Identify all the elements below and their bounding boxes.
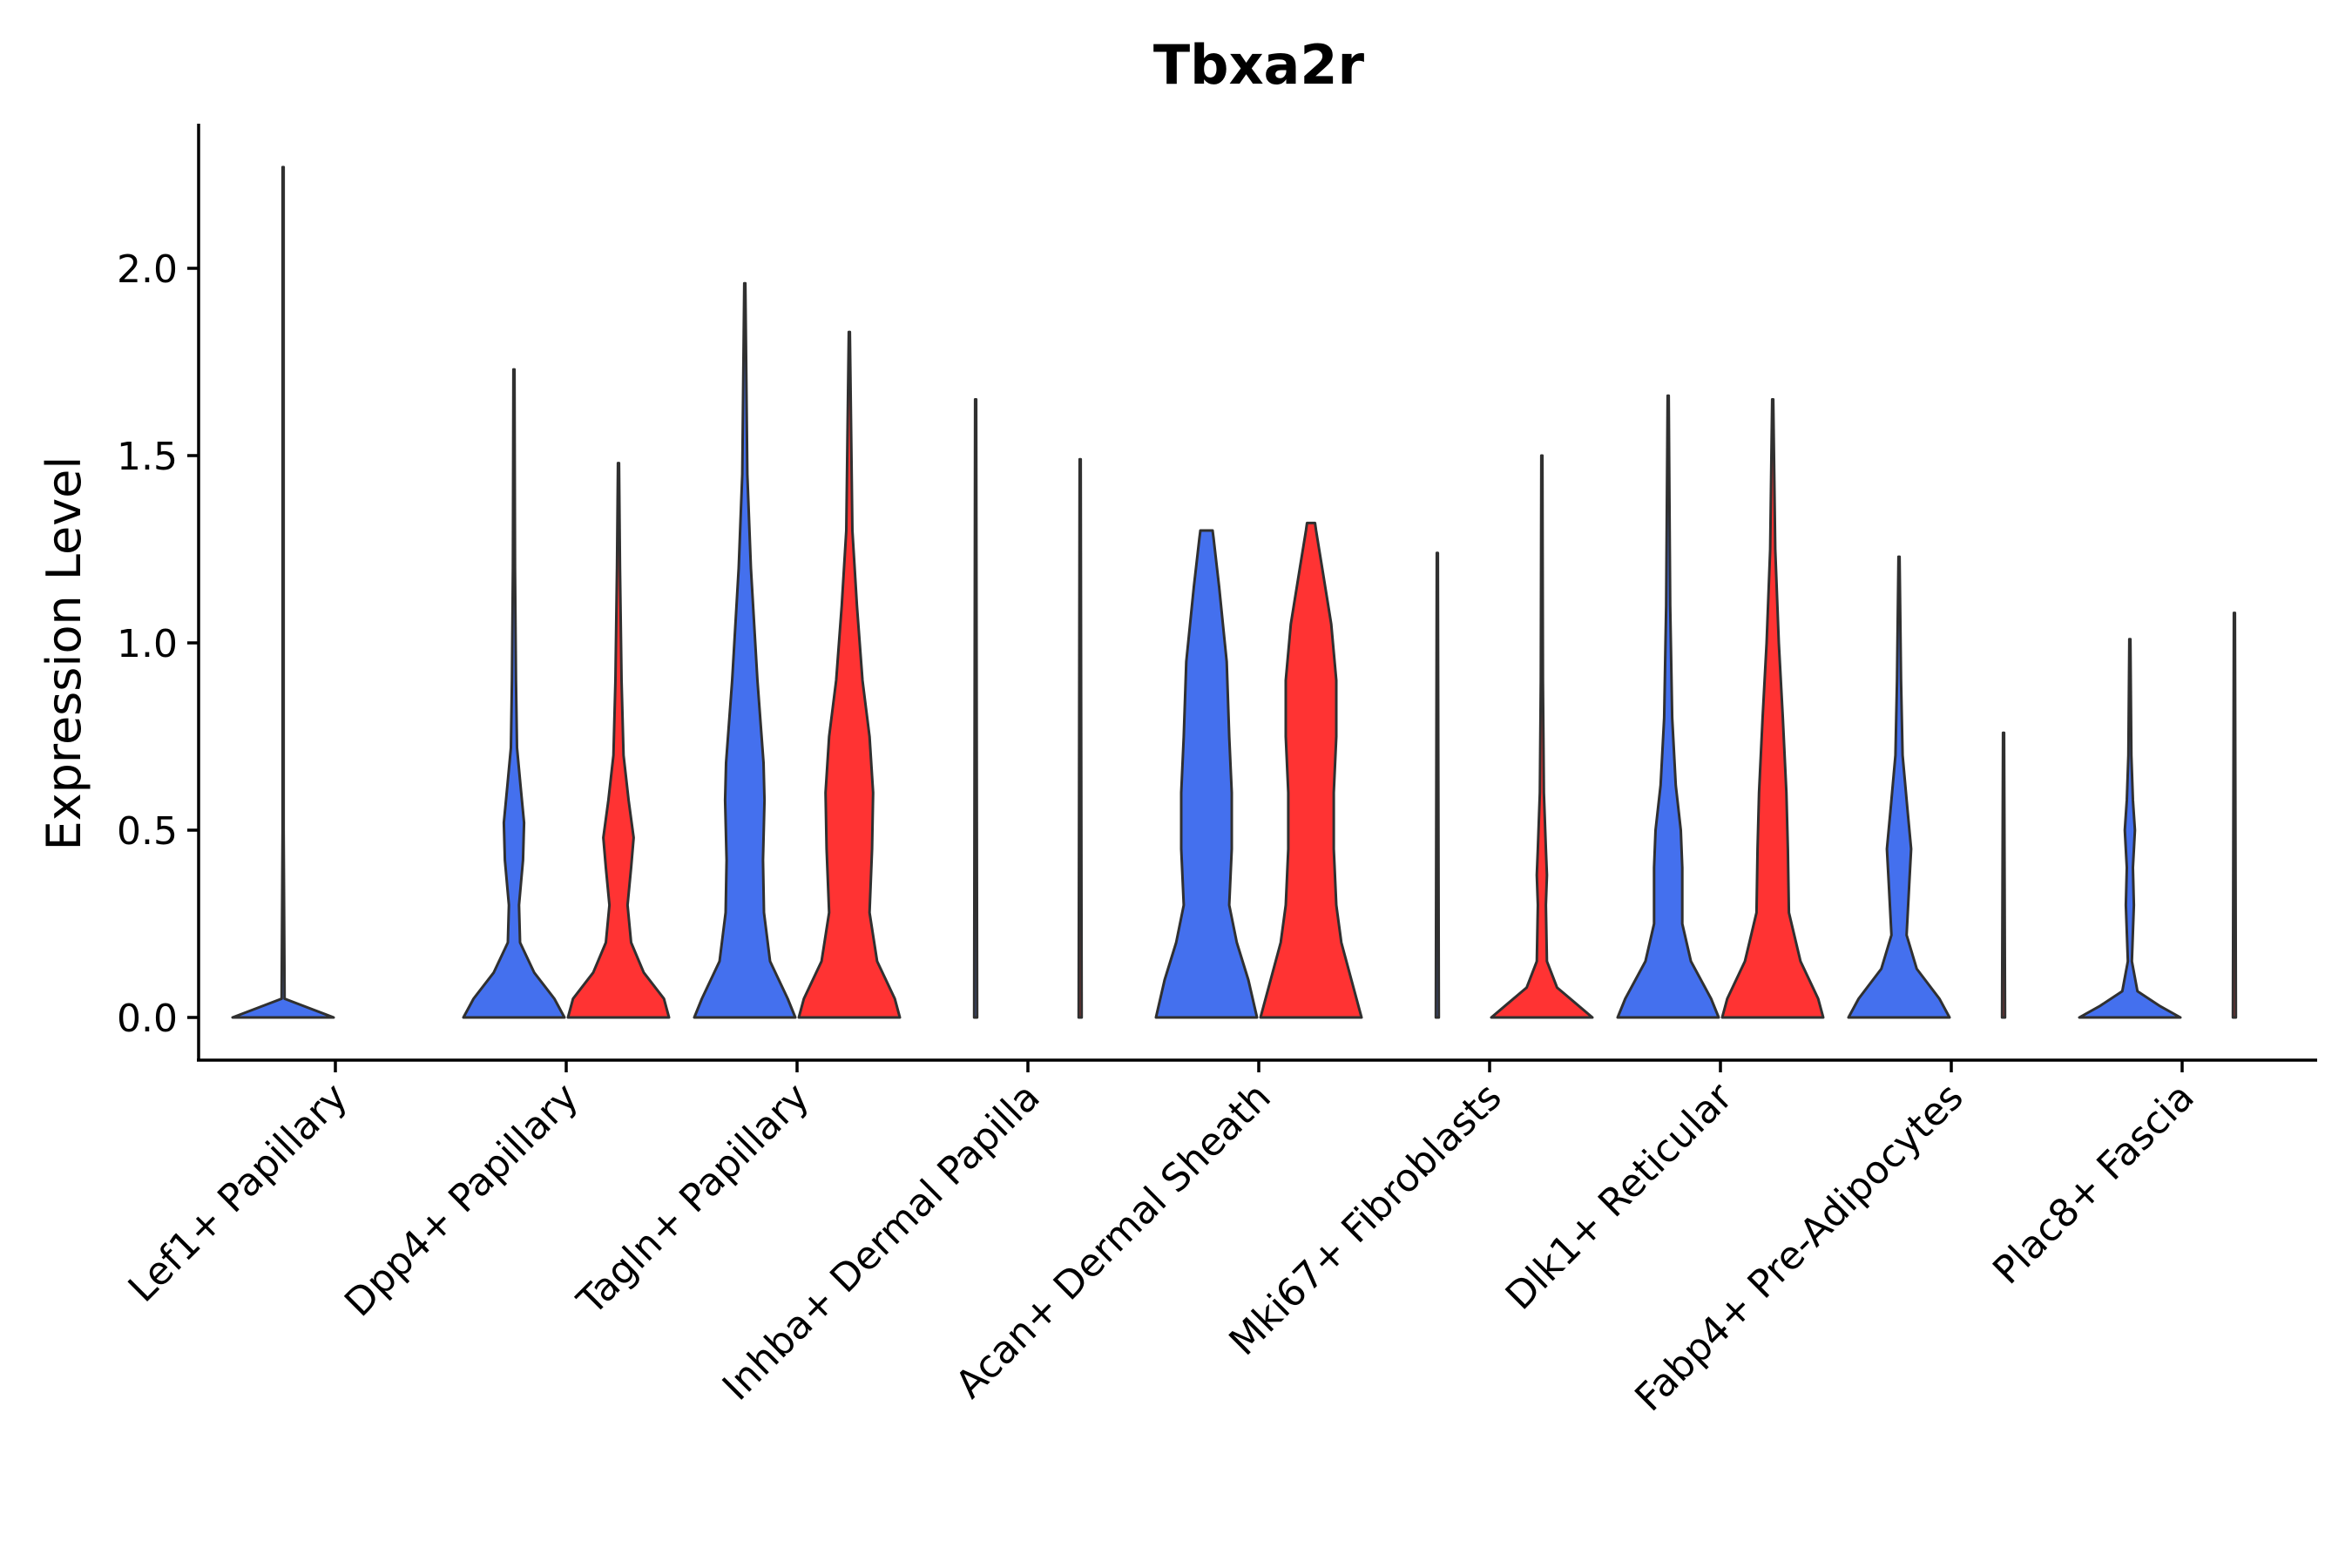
violin-blue-1 xyxy=(462,368,566,1019)
y-tick-label: 0.0 xyxy=(117,997,178,1041)
violin-blue-4 xyxy=(1154,529,1259,1019)
violin-red-4 xyxy=(1259,521,1363,1019)
y-tick-label: 2.0 xyxy=(117,247,178,292)
violin-red-7 xyxy=(2000,731,2007,1019)
violin-blue-3 xyxy=(972,398,979,1019)
y-tick-label: 0.5 xyxy=(117,809,178,854)
violin-red-1 xyxy=(566,462,671,1019)
violin-blue-6 xyxy=(1616,394,1720,1019)
violin-red-6 xyxy=(1720,398,1825,1019)
x-tick-label: Plac8+ Fascia xyxy=(1984,1075,2203,1294)
violin-blue-7 xyxy=(1847,555,1951,1019)
y-ticks-group: 0.0 0.5 1.0 1.5 2.0 xyxy=(117,247,199,1041)
y-tick-label: 1.5 xyxy=(117,435,178,479)
violin-blue-8 xyxy=(2078,638,2182,1019)
violin-red-8 xyxy=(2231,612,2238,1019)
x-tick-label: Dlk1+ Reticular xyxy=(1497,1074,1742,1319)
y-tick-label: 1.0 xyxy=(117,622,178,666)
violin-blue-5 xyxy=(1434,551,1441,1019)
x-tick-label: Tagln+ Papillary xyxy=(569,1075,818,1324)
chart-title: Tbxa2r xyxy=(1153,33,1365,97)
violins-group xyxy=(231,166,2238,1019)
x-tick-label: Dpp4+ Papillary xyxy=(336,1075,587,1326)
violin-blue-2 xyxy=(693,281,797,1019)
violin-red-3 xyxy=(1077,457,1084,1019)
y-axis-label: Expression Level xyxy=(37,456,91,851)
violin-red-5 xyxy=(1490,454,1594,1019)
violin-red-2 xyxy=(797,330,902,1019)
x-tick-label: Lef1+ Papillary xyxy=(120,1075,356,1311)
violin-blue-0 xyxy=(231,166,335,1019)
